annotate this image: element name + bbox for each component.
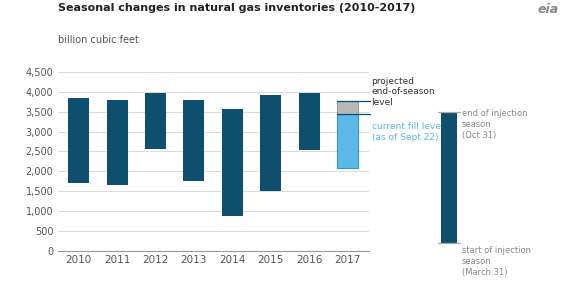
Bar	[183, 100, 204, 181]
Bar	[68, 98, 89, 183]
Text: Seasonal changes in natural gas inventories (2010-2017): Seasonal changes in natural gas inventor…	[58, 3, 415, 13]
Bar	[441, 112, 457, 242]
Bar	[260, 95, 281, 191]
Text: projected
end-of-season
level: projected end-of-season level	[372, 77, 435, 107]
Text: eia: eia	[537, 3, 559, 16]
Bar	[222, 109, 243, 216]
Text: billion cubic feet: billion cubic feet	[58, 35, 138, 45]
Bar	[337, 114, 358, 168]
Text: end of injection
season
(Oct 31): end of injection season (Oct 31)	[462, 109, 528, 140]
Text: start of injection
season
(March 31): start of injection season (March 31)	[462, 246, 531, 277]
Bar	[298, 93, 320, 150]
Bar	[145, 93, 166, 149]
Bar	[107, 100, 128, 185]
Text: current fill level
(as of Sept 22): current fill level (as of Sept 22)	[372, 122, 443, 142]
Bar	[337, 101, 358, 114]
